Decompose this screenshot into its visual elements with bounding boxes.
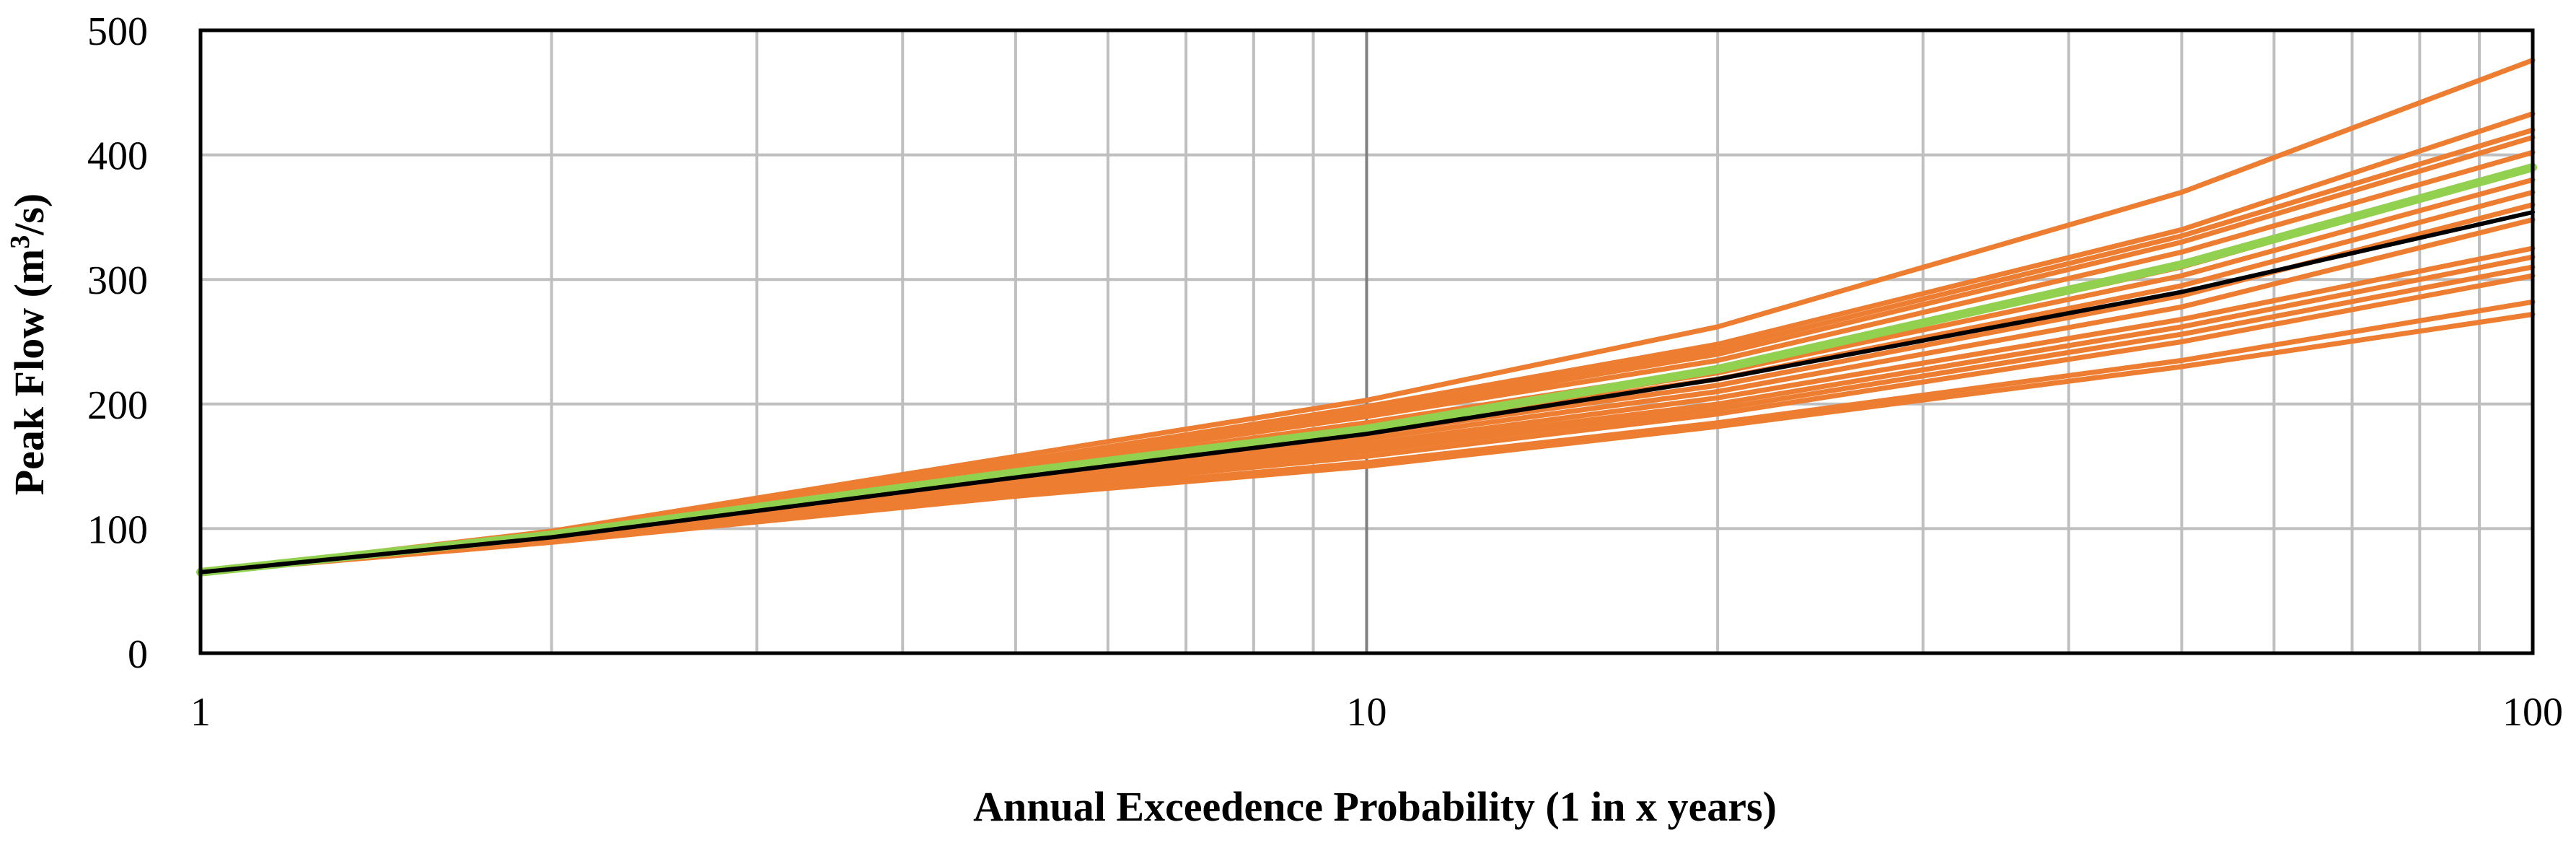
data-series <box>196 57 2537 577</box>
series-line-reference <box>198 210 2535 575</box>
x-axis-title: Annual Exceedence Probability (1 in x ye… <box>973 783 1777 830</box>
y-tick-label: 100 <box>87 507 148 552</box>
y-axis-title-prefix: Peak Flow (m <box>6 249 53 496</box>
y-axis-title-superscript: 3 <box>5 235 35 249</box>
y-axis-title: Peak Flow (m3/s) <box>5 193 53 496</box>
series-line-ensemble-16 <box>198 312 2536 575</box>
y-tick-label: 0 <box>128 632 148 677</box>
y-tick-label: 200 <box>87 383 148 428</box>
x-tick-label: 1 <box>190 690 211 735</box>
y-tick-label: 500 <box>87 9 148 54</box>
y-tick-label: 400 <box>87 134 148 179</box>
y-axis-title-suffix: /s) <box>6 193 53 236</box>
plot-area-frame <box>198 28 2535 655</box>
x-tick-label: 10 <box>1347 690 1387 735</box>
tick-labels: 0 100 200 300 400 500 1 10 100 <box>87 9 2563 735</box>
y-tick-label: 300 <box>87 258 148 303</box>
series-line-ensemble-mean <box>196 162 2537 577</box>
x-tick-label: 100 <box>2502 690 2563 735</box>
